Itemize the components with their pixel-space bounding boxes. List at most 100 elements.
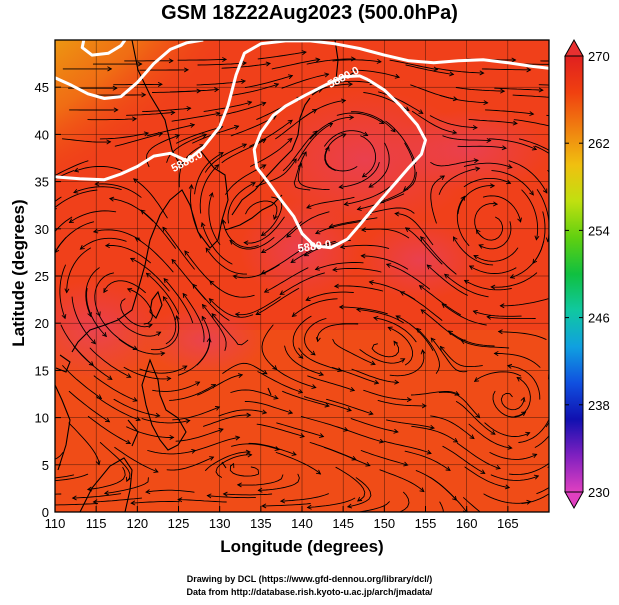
streamline-arrow bbox=[189, 123, 196, 128]
streamline bbox=[211, 313, 249, 346]
streamline bbox=[291, 298, 338, 317]
streamline bbox=[303, 396, 352, 412]
streamline-arrow bbox=[475, 413, 481, 419]
streamline-arrow bbox=[421, 403, 427, 409]
streamline-arrow bbox=[260, 248, 267, 254]
streamline bbox=[55, 473, 89, 482]
streamline bbox=[114, 133, 163, 147]
streamline-arrow bbox=[79, 245, 85, 250]
streamline bbox=[55, 160, 89, 177]
streamline-arrow bbox=[368, 410, 374, 416]
streamline-arrow bbox=[314, 266, 320, 271]
streamline-arrow bbox=[475, 166, 481, 172]
streamline bbox=[366, 207, 415, 214]
streamline bbox=[429, 476, 468, 512]
x-tick-label: 135 bbox=[250, 516, 272, 531]
streamline-arrow bbox=[222, 491, 228, 497]
streamline-arrow bbox=[125, 439, 132, 445]
y-tick-label: 35 bbox=[35, 175, 49, 190]
streamline bbox=[338, 161, 380, 188]
colorbar-tick-label: 246 bbox=[588, 311, 610, 326]
streamline-arrow bbox=[250, 182, 256, 187]
streamline bbox=[455, 401, 496, 435]
streamline bbox=[162, 296, 177, 345]
x-axis-ticks: 110 115 120 125 130 135 140 145 150 155 160 165 bbox=[45, 506, 519, 531]
streamline-arrow bbox=[273, 82, 280, 88]
streamline bbox=[197, 374, 243, 396]
streamline bbox=[248, 442, 297, 456]
streamline-arrow bbox=[211, 313, 217, 319]
streamline-arrow bbox=[240, 79, 246, 84]
streamline-arrow bbox=[338, 304, 344, 310]
streamline bbox=[73, 186, 122, 193]
streamline-arrow bbox=[241, 60, 247, 66]
streamline-arrow bbox=[260, 269, 267, 275]
colorbar-tick-label: 262 bbox=[588, 136, 610, 151]
streamline bbox=[499, 298, 549, 307]
y-tick-label: 30 bbox=[35, 222, 49, 237]
streamline bbox=[293, 151, 311, 191]
streamline-arrow bbox=[538, 87, 544, 93]
streamline bbox=[512, 94, 549, 98]
chart-title: GSM 18Z22Aug2023 (500.0hPa) bbox=[161, 2, 458, 24]
streamline bbox=[420, 236, 457, 275]
x-tick-label: 165 bbox=[497, 516, 519, 531]
streamline-arrow bbox=[310, 350, 316, 356]
streamline bbox=[534, 435, 549, 448]
streamline-arrow bbox=[500, 88, 506, 94]
streamline bbox=[359, 349, 406, 364]
streamline-arrow bbox=[328, 223, 334, 229]
streamline-arrow bbox=[236, 482, 242, 488]
streamline-arrow bbox=[279, 498, 286, 504]
streamline-arrow bbox=[315, 229, 321, 235]
streamline bbox=[261, 324, 278, 370]
streamline bbox=[398, 491, 410, 512]
streamline bbox=[66, 247, 91, 293]
streamline-arrow bbox=[368, 280, 374, 285]
streamline-arrow bbox=[153, 468, 159, 473]
streamline bbox=[271, 58, 321, 70]
streamline-arrow bbox=[373, 379, 380, 385]
colorbar-bottom-arrow bbox=[564, 491, 584, 510]
streamline-arrow bbox=[324, 402, 330, 408]
streamline-arrow bbox=[370, 360, 376, 366]
streamline bbox=[463, 162, 513, 169]
streamline-arrow bbox=[287, 409, 294, 415]
streamline-arrow bbox=[399, 291, 406, 296]
streamline-arrow bbox=[170, 110, 176, 116]
streamline-arrow bbox=[102, 332, 107, 338]
streamline bbox=[457, 185, 495, 215]
streamline bbox=[419, 285, 461, 316]
streamline bbox=[222, 362, 268, 375]
streamline-arrow bbox=[141, 92, 147, 98]
streamlines bbox=[55, 50, 554, 512]
streamline bbox=[300, 99, 346, 121]
streamline-arrow bbox=[501, 145, 507, 151]
streamline bbox=[453, 236, 494, 266]
streamline bbox=[490, 272, 538, 288]
colorbar-tick-label: 254 bbox=[588, 223, 610, 238]
streamline-arrow bbox=[550, 408, 554, 412]
streamline-arrow bbox=[125, 476, 131, 483]
streamline bbox=[420, 309, 462, 341]
streamline bbox=[474, 371, 522, 382]
streamline-arrow bbox=[311, 384, 317, 389]
streamline bbox=[332, 59, 382, 63]
streamline bbox=[250, 137, 293, 167]
streamline-arrow bbox=[473, 254, 479, 260]
streamline bbox=[99, 442, 131, 482]
streamline bbox=[336, 426, 384, 443]
streamline-arrow bbox=[135, 416, 141, 422]
streamline bbox=[324, 130, 369, 147]
streamline-arrow bbox=[454, 391, 460, 396]
streamline-arrow bbox=[287, 137, 293, 143]
streamline bbox=[146, 272, 180, 315]
streamline-arrow bbox=[273, 395, 279, 400]
streamline bbox=[403, 142, 416, 191]
streamline-arrow bbox=[205, 247, 211, 253]
streamline bbox=[460, 339, 510, 349]
streamline-arrow bbox=[218, 152, 224, 157]
streamline bbox=[227, 182, 256, 224]
streamline-arrow bbox=[92, 499, 98, 505]
streamline bbox=[498, 331, 547, 340]
